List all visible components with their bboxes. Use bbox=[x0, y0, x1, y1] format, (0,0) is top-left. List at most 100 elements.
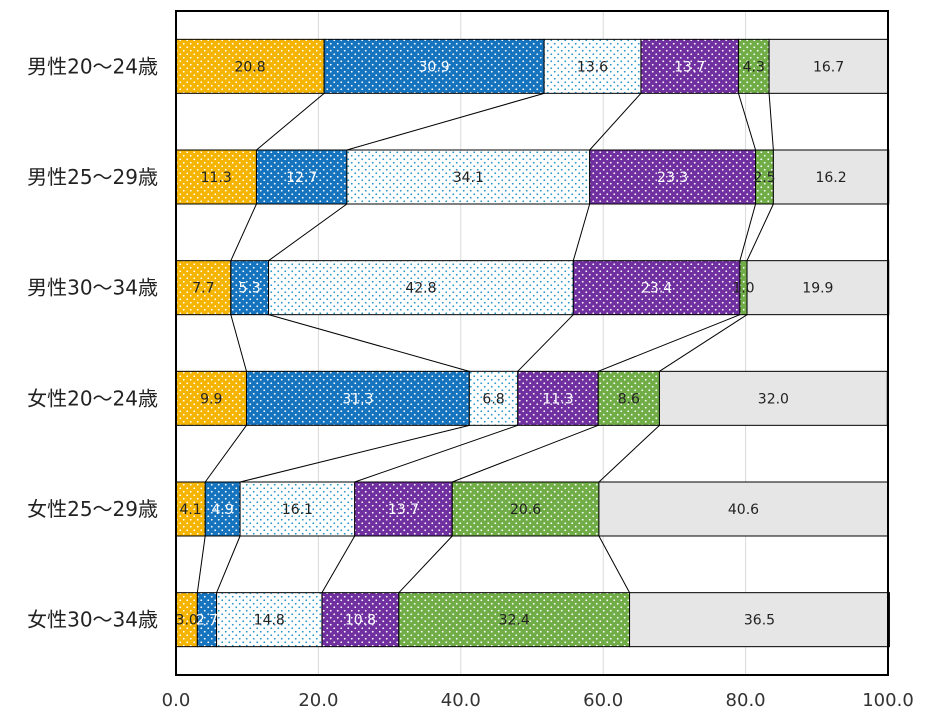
category-label: 女性20～24歳 bbox=[27, 386, 158, 410]
category-label: 女性30～34歳 bbox=[27, 608, 158, 632]
bar-segment bbox=[589, 149, 757, 205]
bar-segment bbox=[175, 260, 232, 316]
data-label: 34.1 bbox=[453, 170, 484, 186]
x-tick-label: 0.0 bbox=[162, 690, 191, 711]
data-label: 36.5 bbox=[744, 613, 775, 629]
data-label: 31.3 bbox=[342, 391, 373, 407]
grid-lines bbox=[175, 11, 889, 675]
data-label: 6.8 bbox=[482, 391, 504, 407]
bar-segment bbox=[346, 149, 591, 205]
category-label: 男性20～24歳 bbox=[27, 54, 158, 78]
data-label: 13.7 bbox=[674, 59, 705, 75]
bar-segment bbox=[268, 260, 574, 316]
x-axis-tick-labels: 0.0 20.0 40.0 60.0 80.0 100.0 bbox=[162, 690, 914, 711]
x-tick-label: 20.0 bbox=[298, 690, 338, 711]
series-connector-line bbox=[230, 203, 257, 261]
series-connector-line bbox=[598, 535, 630, 593]
bar-segment bbox=[772, 149, 890, 205]
data-label: 20.6 bbox=[510, 502, 541, 518]
series-connector-line bbox=[517, 314, 574, 372]
x-tick-label: 100.0 bbox=[862, 690, 914, 711]
bar-segment bbox=[572, 260, 741, 316]
bar-segment bbox=[451, 481, 600, 537]
bar-segment bbox=[239, 481, 356, 537]
data-label: 11.3 bbox=[542, 391, 573, 407]
data-label: 11.3 bbox=[201, 170, 232, 186]
data-label: 7.7 bbox=[192, 281, 214, 297]
bar-segment bbox=[175, 370, 247, 426]
data-label: 16.7 bbox=[813, 59, 844, 75]
data-label: 9.9 bbox=[200, 391, 222, 407]
series-connector-line bbox=[346, 92, 545, 151]
data-label: 3.0 bbox=[176, 613, 198, 629]
data-label: 23.4 bbox=[641, 281, 672, 297]
data-label: 30.9 bbox=[419, 59, 450, 75]
series-connector-line bbox=[196, 535, 206, 593]
series-connector-line bbox=[572, 203, 591, 261]
x-tick-label: 60.0 bbox=[583, 690, 623, 711]
data-label: 1.0 bbox=[732, 281, 754, 297]
bar-segment bbox=[398, 592, 631, 648]
data-label: 4.3 bbox=[743, 59, 765, 75]
bar-segment bbox=[245, 370, 470, 426]
bar-segment bbox=[658, 370, 888, 426]
series-connector-line bbox=[746, 203, 774, 261]
series-connector-line bbox=[738, 93, 757, 151]
category-label: 女性25～29歳 bbox=[27, 497, 158, 521]
data-label: 32.0 bbox=[758, 391, 789, 407]
series-connector-line bbox=[204, 425, 247, 483]
data-label: 13.7 bbox=[388, 502, 419, 518]
category-label: 男性25～29歳 bbox=[27, 165, 158, 189]
bar-segment bbox=[543, 38, 642, 94]
x-tick-label: 80.0 bbox=[726, 690, 766, 711]
bar-segment bbox=[629, 592, 890, 648]
data-label: 23.3 bbox=[657, 170, 688, 186]
series-connector-line bbox=[230, 314, 247, 372]
data-label: 40.6 bbox=[728, 502, 759, 518]
data-label: 10.8 bbox=[345, 613, 376, 629]
data-label: 12.7 bbox=[286, 170, 317, 186]
data-label: 4.9 bbox=[212, 502, 234, 518]
series-connector-line bbox=[598, 314, 741, 372]
series-connector-line bbox=[239, 424, 470, 483]
bar-segment bbox=[598, 481, 889, 537]
series-connector-line bbox=[216, 535, 241, 593]
series-connector-lines bbox=[196, 92, 774, 594]
bar-segment bbox=[468, 370, 519, 426]
bar-segment bbox=[746, 260, 890, 316]
series-connector-line bbox=[589, 92, 642, 151]
bar-segment bbox=[517, 370, 599, 426]
series-connector-line bbox=[321, 535, 356, 593]
bar-segments bbox=[175, 38, 890, 648]
data-label: 2.5 bbox=[753, 170, 775, 186]
data-label: 19.9 bbox=[802, 281, 833, 297]
category-labels: 男性20～24歳男性25～29歳男性30～34歳女性20～24歳女性25～29歳… bbox=[27, 54, 158, 631]
data-label: 20.8 bbox=[234, 59, 265, 75]
bar-segment bbox=[354, 481, 453, 537]
data-label: 5.3 bbox=[239, 281, 261, 297]
category-label: 男性30～34歳 bbox=[27, 276, 158, 300]
series-connector-line bbox=[659, 314, 748, 372]
bar-segment bbox=[175, 38, 325, 94]
data-label: 16.2 bbox=[815, 170, 846, 186]
series-connector-line bbox=[256, 92, 325, 151]
bar-segment bbox=[230, 260, 270, 316]
plot-area-frame bbox=[175, 10, 889, 676]
series-connector-line bbox=[354, 424, 518, 483]
series-connector-line bbox=[598, 424, 660, 483]
data-label: 2.7 bbox=[196, 613, 218, 629]
series-connector-line bbox=[268, 203, 348, 262]
data-labels: 20.8 30.9 13.6 13.7 4.3 16.7 11.3 12.7 34.1 23.3 2… bbox=[176, 59, 847, 628]
bar-segment bbox=[216, 592, 323, 648]
data-label: 32.4 bbox=[499, 613, 530, 629]
bar-segment bbox=[597, 370, 660, 426]
bar-segment bbox=[737, 38, 770, 94]
data-label: 8.6 bbox=[618, 391, 640, 407]
series-connector-line bbox=[739, 203, 757, 261]
x-tick-label: 40.0 bbox=[441, 690, 481, 711]
data-label: 16.1 bbox=[282, 502, 313, 518]
series-connector-line bbox=[398, 535, 453, 594]
series-connector-line bbox=[268, 314, 470, 372]
data-label: 14.8 bbox=[254, 613, 285, 629]
